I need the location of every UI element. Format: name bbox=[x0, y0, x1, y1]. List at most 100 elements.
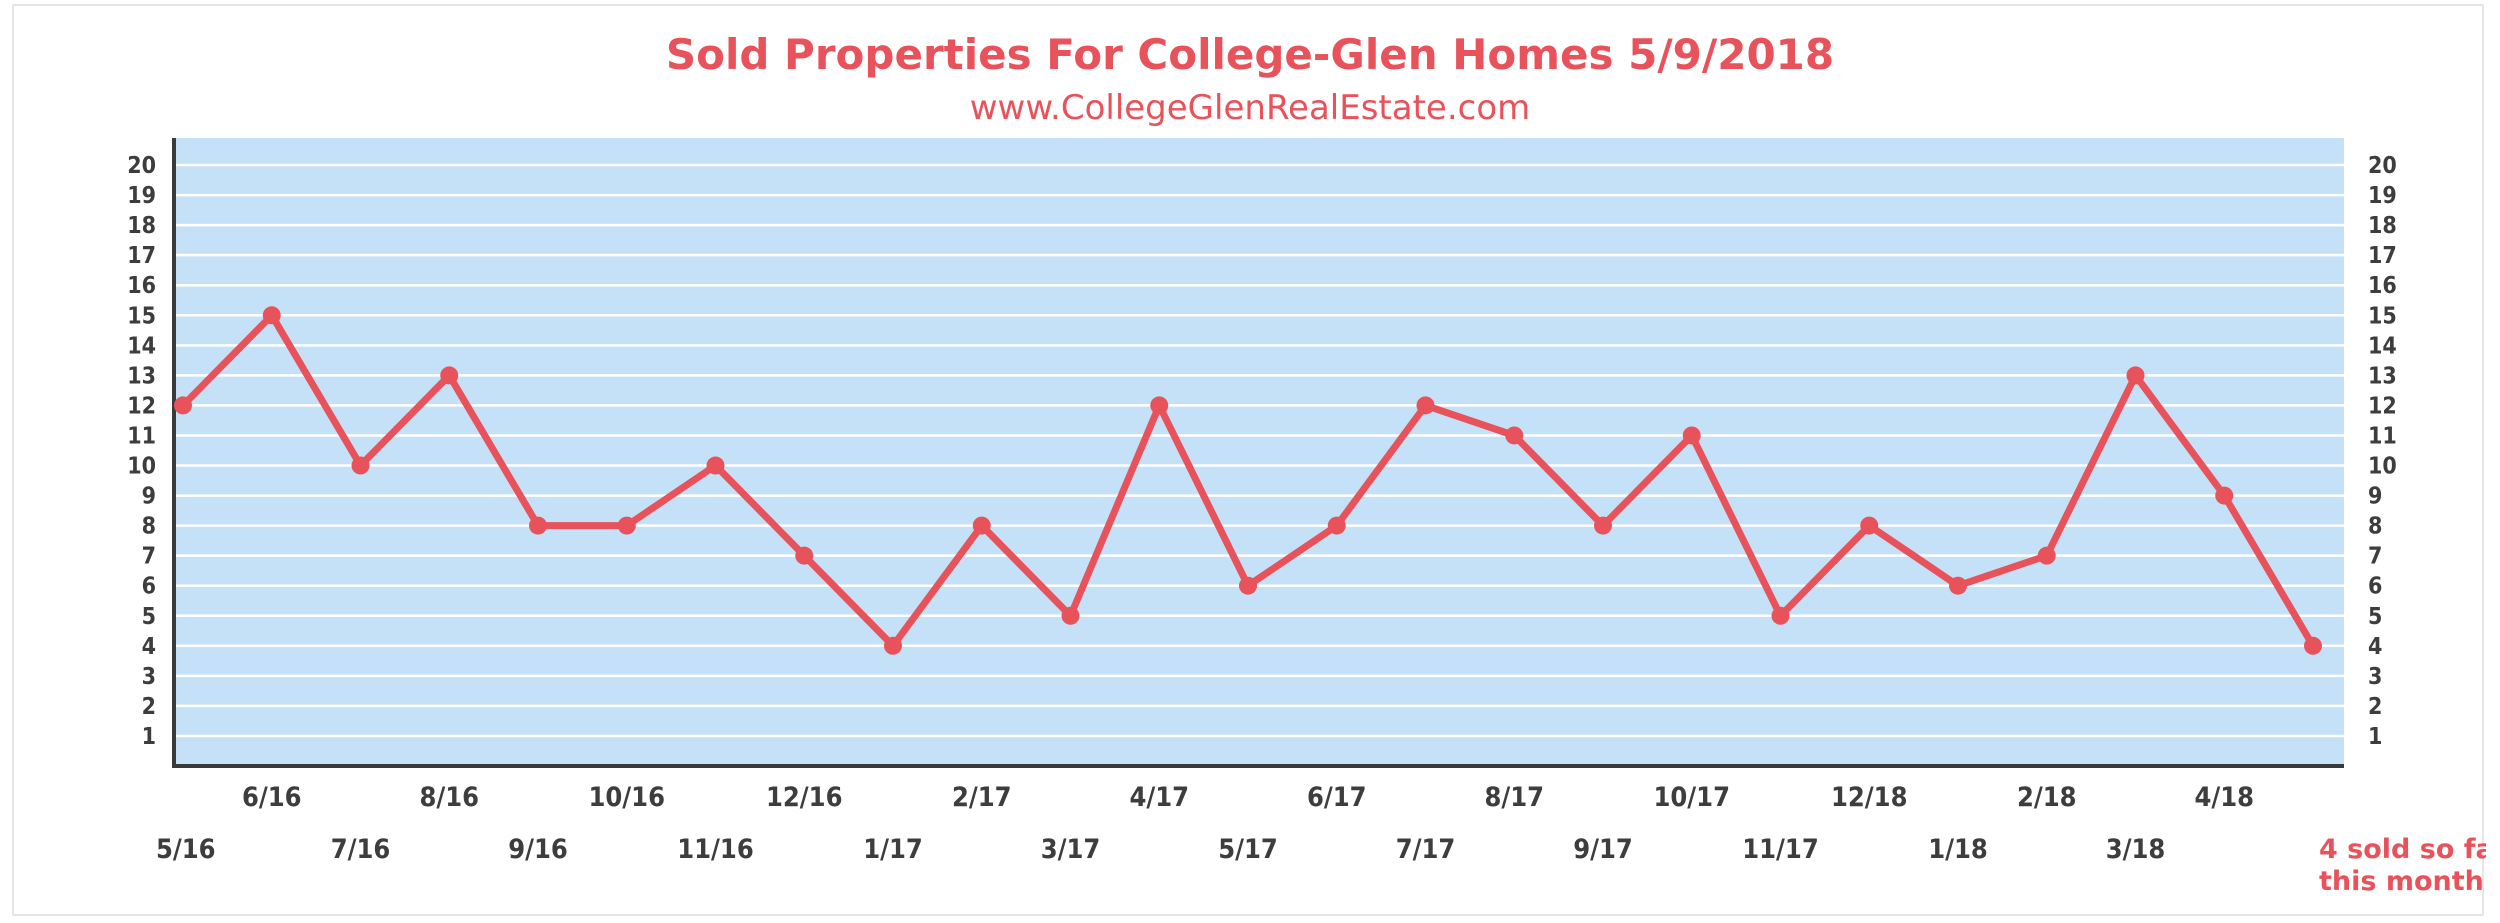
x-tick-label: 4/17 bbox=[1129, 782, 1189, 813]
y-tick-label: 5 bbox=[2368, 604, 2382, 630]
chart-subtitle: www.CollegeGlenRealEstate.com bbox=[970, 88, 1531, 128]
data-point bbox=[1327, 516, 1346, 535]
data-point bbox=[174, 396, 192, 415]
y-tick-label: 10 bbox=[2368, 454, 2397, 480]
x-tick-label: 8/16 bbox=[419, 782, 479, 813]
data-point bbox=[1150, 396, 1169, 415]
y-tick-label: 16 bbox=[2368, 273, 2397, 299]
data-point bbox=[2304, 636, 2322, 655]
data-point bbox=[2126, 366, 2145, 385]
x-tick-label: 12/18 bbox=[1831, 782, 1907, 813]
x-tick-label: 6/16 bbox=[242, 782, 302, 813]
data-point bbox=[795, 546, 814, 565]
y-tick-label: 12 bbox=[127, 393, 156, 419]
data-point bbox=[529, 516, 547, 535]
data-point bbox=[884, 636, 902, 655]
data-point bbox=[440, 366, 459, 385]
x-tick-label: 1/17 bbox=[863, 834, 923, 865]
annotation-line-2: this month bbox=[2319, 866, 2484, 897]
grid-lines bbox=[174, 163, 2344, 738]
x-tick-label: 11/17 bbox=[1742, 834, 1818, 865]
y-tick-label: 8 bbox=[2368, 514, 2382, 540]
y-tick-label: 15 bbox=[127, 303, 156, 329]
plot-area bbox=[174, 138, 2344, 766]
x-tick-label: 9/16 bbox=[508, 834, 568, 865]
x-tick-label: 11/16 bbox=[677, 834, 753, 865]
y-tick-label: 11 bbox=[127, 423, 156, 449]
x-tick-label: 10/17 bbox=[1654, 782, 1730, 813]
y-tick-label: 7 bbox=[142, 544, 156, 570]
y-tick-label: 1 bbox=[142, 724, 156, 750]
x-tick-label: 3/18 bbox=[2106, 834, 2166, 865]
data-point bbox=[1949, 576, 1967, 595]
y-tick-label: 10 bbox=[127, 454, 156, 480]
line-chart: Sold Properties For College-Glen Homes 5… bbox=[127, 30, 2486, 897]
x-tick-label: 2/18 bbox=[2017, 782, 2077, 813]
y-tick-label: 14 bbox=[2368, 333, 2397, 359]
x-tick-label: 2/17 bbox=[952, 782, 1012, 813]
data-point bbox=[1505, 426, 1524, 445]
y-tick-label: 14 bbox=[127, 333, 156, 359]
y-tick-label: 2 bbox=[2368, 694, 2382, 720]
data-point bbox=[1860, 516, 1879, 535]
y-tick-label: 15 bbox=[2368, 303, 2397, 329]
y-tick-label: 3 bbox=[142, 664, 156, 690]
y-tick-label: 2 bbox=[142, 694, 156, 720]
x-tick-label: 12/16 bbox=[766, 782, 842, 813]
x-tick-label: 1/18 bbox=[1928, 834, 1988, 865]
x-tick-label: 3/17 bbox=[1041, 834, 1101, 865]
data-point bbox=[1682, 426, 1701, 445]
x-tick-label: 10/16 bbox=[589, 782, 665, 813]
data-point bbox=[2037, 546, 2056, 565]
chart-title: Sold Properties For College-Glen Homes 5… bbox=[666, 30, 1834, 79]
data-point bbox=[1061, 606, 1080, 625]
y-tick-label: 20 bbox=[127, 153, 156, 179]
x-tick-label: 4/18 bbox=[2194, 782, 2254, 813]
y-tick-label: 20 bbox=[2368, 153, 2397, 179]
data-point bbox=[1239, 576, 1257, 595]
x-axis: 5/16 6/16 7/16 8/16 9/16 10/16 11/16 12/16 1/17 2… bbox=[156, 782, 2254, 865]
x-tick-label: 5/17 bbox=[1218, 834, 1278, 865]
data-point bbox=[1416, 396, 1435, 415]
y-tick-label: 17 bbox=[127, 243, 156, 269]
data-point bbox=[972, 516, 991, 535]
chart-frame: Sold Properties For College-Glen Homes 5… bbox=[12, 4, 2486, 916]
x-tick-label: 7/16 bbox=[331, 834, 391, 865]
y-tick-label: 17 bbox=[2368, 243, 2397, 269]
y-tick-label: 18 bbox=[127, 213, 156, 239]
x-tick-label: 5/16 bbox=[156, 834, 216, 865]
y-tick-label: 12 bbox=[2368, 393, 2397, 419]
y-tick-label: 4 bbox=[2368, 634, 2382, 660]
y-tick-label: 5 bbox=[142, 604, 156, 630]
y-tick-label: 4 bbox=[142, 634, 156, 660]
annotation-line-1: 4 sold so far bbox=[2319, 834, 2486, 865]
data-point bbox=[1771, 606, 1790, 625]
data-point bbox=[2215, 486, 2234, 505]
y-tick-label: 3 bbox=[2368, 664, 2382, 690]
series-sold-properties bbox=[174, 306, 2322, 655]
y-tick-label: 7 bbox=[2368, 544, 2382, 570]
y-tick-label: 9 bbox=[142, 484, 156, 510]
x-tick-label: 6/17 bbox=[1307, 782, 1367, 813]
y-tick-label: 8 bbox=[142, 514, 156, 540]
y-tick-label: 6 bbox=[2368, 574, 2382, 600]
x-tick-label: 9/17 bbox=[1573, 834, 1633, 865]
y-tick-label: 16 bbox=[127, 273, 156, 299]
data-point bbox=[617, 516, 636, 535]
y-tick-label: 9 bbox=[2368, 484, 2382, 510]
data-point bbox=[351, 456, 370, 475]
y-tick-label: 19 bbox=[2368, 183, 2397, 209]
x-tick-label: 7/17 bbox=[1396, 834, 1456, 865]
y-tick-label: 19 bbox=[127, 183, 156, 209]
data-point bbox=[1594, 516, 1612, 535]
y-tick-label: 11 bbox=[2368, 423, 2397, 449]
x-tick-label: 8/17 bbox=[1484, 782, 1544, 813]
y-tick-label: 13 bbox=[127, 363, 156, 389]
y-tick-label: 6 bbox=[142, 574, 156, 600]
data-point bbox=[262, 306, 281, 325]
axes bbox=[172, 138, 2344, 768]
y-tick-label: 18 bbox=[2368, 213, 2397, 239]
data-point bbox=[706, 456, 725, 475]
